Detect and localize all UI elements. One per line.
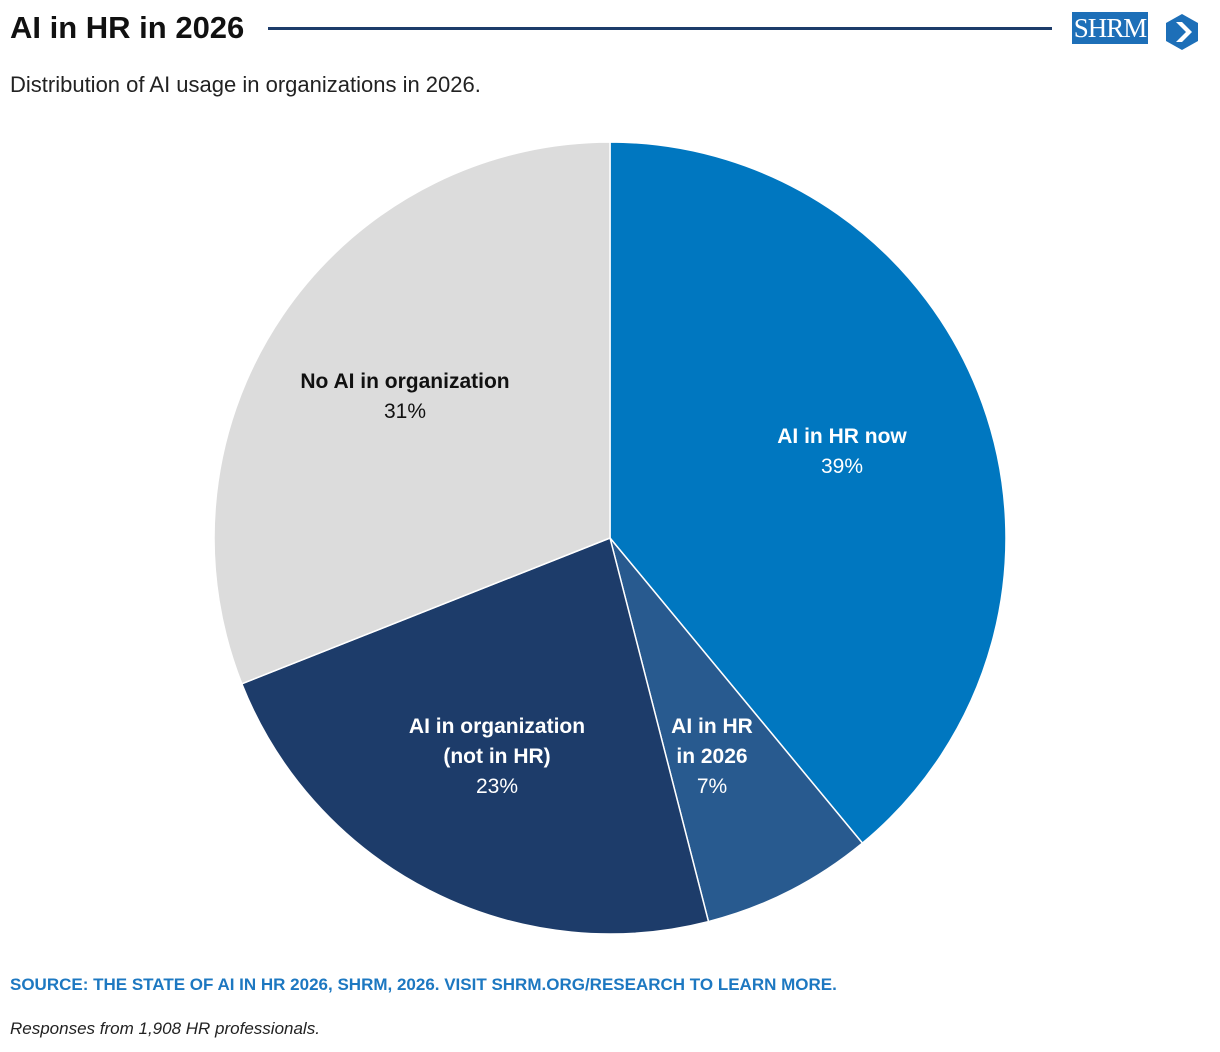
- logo: SHRM: [1072, 12, 1148, 44]
- slice-value-label: 39%: [820, 455, 864, 478]
- pie-slice: [609, 537, 864, 923]
- slice-label: AI in HR in 2026 7%: [671, 712, 753, 802]
- slice-category: AI in organization (not in HR): [408, 715, 586, 768]
- note: Responses from 1,908 HR professionals.: [10, 1019, 320, 1038]
- slice-category: AI in HR in 2026: [671, 715, 753, 768]
- source: SOURCE: THE STATE OF AI IN HR 2026, SHRM…: [10, 975, 837, 994]
- title-rule: [268, 27, 1052, 30]
- slice-category: AI in HR now: [777, 425, 907, 448]
- pie-slice: [609, 141, 1007, 845]
- pie-slice: [240, 536, 710, 935]
- pie-slice: [213, 141, 611, 685]
- slice-value-label: 31%: [383, 400, 427, 423]
- slice-value-label: 7%: [696, 775, 728, 798]
- slice-value-label: 23%: [475, 775, 519, 798]
- chart-subtitle: Distribution of AI usage in organization…: [10, 72, 481, 97]
- slice-label: No AI in organization 31%: [300, 367, 509, 427]
- chart-title: AI in HR in 2026: [10, 10, 245, 45]
- slice-label: AI in HR now 39%: [777, 422, 907, 482]
- slice-category: No AI in organization: [300, 370, 510, 393]
- slice-label: AI in organization (not in HR) 23%: [409, 712, 585, 802]
